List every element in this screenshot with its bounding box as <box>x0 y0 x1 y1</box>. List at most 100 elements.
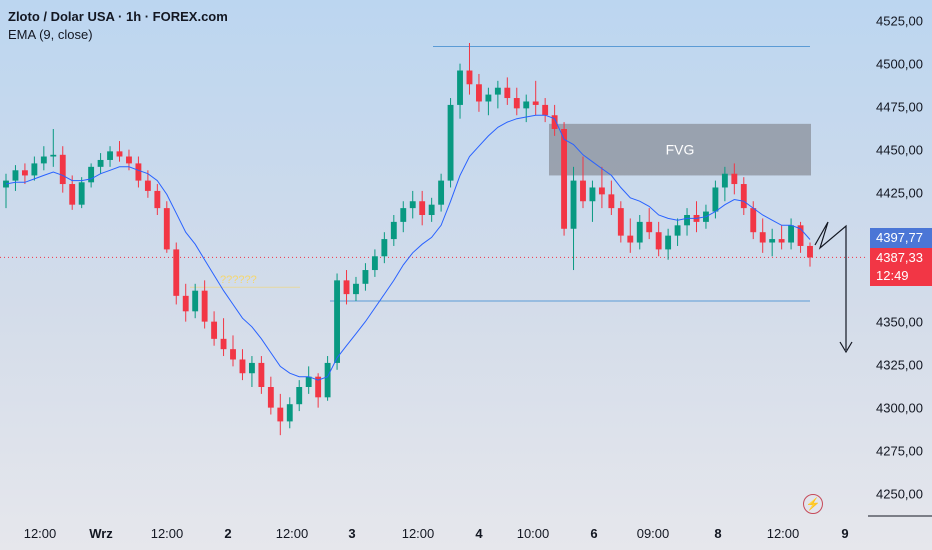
level-lines: ?????? <box>0 45 868 302</box>
candle-body <box>107 151 113 160</box>
projection-path <box>814 221 847 350</box>
time-tick-label: 12:00 <box>402 526 435 541</box>
fvg-zone: FVG <box>549 123 811 176</box>
candle-body <box>646 221 653 233</box>
candle-body <box>362 270 369 284</box>
candle-body <box>627 235 634 243</box>
last-price-value: 4387,33 <box>876 250 923 265</box>
candle-body <box>419 201 426 215</box>
candle-body <box>163 208 170 250</box>
candle-body <box>277 407 284 422</box>
candle-body <box>731 173 738 185</box>
candle-body <box>457 70 463 105</box>
fvg-box <box>549 123 811 176</box>
candle-body <box>220 338 227 350</box>
price-tick-label: 4300,00 <box>876 401 923 416</box>
symbol-title: Zloto / Dolar USA · 1h · FOREX.com <box>8 9 228 24</box>
candle-body <box>40 156 47 164</box>
candle-body <box>740 184 747 209</box>
candle-body <box>286 404 293 422</box>
price-tick-label: 4475,00 <box>876 100 923 115</box>
time-axis[interactable]: 12:00 Wrz 12:00 2 12:00 3 12:00 4 10:00 6 09:00 8 12… <box>24 526 849 541</box>
time-tick-label: 12:00 <box>276 526 309 541</box>
candle-body <box>580 180 586 202</box>
candle-body <box>88 166 95 183</box>
candle-body <box>523 101 530 109</box>
candle-body <box>192 290 199 312</box>
candle-body <box>485 94 492 102</box>
candle-body <box>31 163 38 176</box>
candle-body <box>135 163 142 181</box>
candle-body <box>3 180 9 188</box>
candle-body <box>230 349 236 360</box>
candlesticks <box>3 43 813 436</box>
candle-body <box>721 173 728 188</box>
candle-body <box>239 359 246 374</box>
candle-body <box>258 362 265 387</box>
candle-body <box>400 208 407 222</box>
candle-body <box>494 87 501 95</box>
candle-body <box>447 104 454 181</box>
price-tick-label: 4500,00 <box>876 57 923 72</box>
candle-body <box>598 187 605 195</box>
candle-body <box>617 208 624 236</box>
candle-body <box>126 156 132 164</box>
candle-body <box>759 232 766 243</box>
candle-body <box>589 187 596 202</box>
candle-body <box>381 239 388 257</box>
candle-body <box>371 256 378 271</box>
candle-body <box>201 290 208 322</box>
candle-body <box>684 215 690 226</box>
time-tick-label: 12:00 <box>151 526 184 541</box>
candle-body <box>296 387 303 405</box>
time-tick-label: 09:00 <box>637 526 670 541</box>
candle-body <box>513 98 520 109</box>
time-tick-label: 12:00 <box>767 526 800 541</box>
candle-body <box>334 280 340 363</box>
price-tick-label: 4450,00 <box>876 143 923 158</box>
indicator-label: EMA (9, close) <box>8 27 93 42</box>
candle-body <box>570 180 577 229</box>
candle-body <box>154 190 161 209</box>
price-tick-label: 4250,00 <box>876 487 923 502</box>
candle-body <box>712 187 719 212</box>
candle-body <box>267 387 274 408</box>
candle-body <box>343 280 350 295</box>
price-tick-label: 4525,00 <box>876 14 923 29</box>
lightning-alert-icon[interactable]: ⚡ <box>803 494 823 514</box>
last-price-tag: 4387,33 12:49 <box>870 248 932 286</box>
candle-body <box>324 362 331 398</box>
time-tick-label: 6 <box>590 526 597 541</box>
candle-body <box>69 184 76 205</box>
candle-body <box>97 159 104 167</box>
candle-body <box>438 180 445 205</box>
time-tick-label: 2 <box>224 526 231 541</box>
chart-legend: Zloto / Dolar USA · 1h · FOREX.com EMA (… <box>8 8 228 44</box>
projection-arrowhead <box>839 341 853 354</box>
fvg-label: FVG <box>666 142 695 158</box>
candle-body <box>144 180 151 191</box>
candle-body <box>182 295 189 312</box>
candle-body <box>12 170 19 181</box>
candle-body <box>50 154 57 157</box>
candle-body <box>390 221 397 240</box>
price-tick-label: 4425,00 <box>876 186 923 201</box>
candle-body <box>409 201 416 209</box>
candle-body <box>797 225 804 246</box>
time-tick-label: 12:00 <box>24 526 57 541</box>
candle-body <box>655 232 662 250</box>
time-tick-label: 8 <box>714 526 721 541</box>
candle-body <box>750 208 757 233</box>
projection-drawing <box>814 221 853 354</box>
candle-body <box>636 221 643 243</box>
candle-body <box>674 225 681 236</box>
candle-body <box>353 283 359 295</box>
candle-body <box>476 84 482 102</box>
candle-body <box>608 194 615 209</box>
candle-body <box>532 101 539 105</box>
ema-line <box>5 114 811 381</box>
bar-countdown: 12:49 <box>876 268 909 283</box>
time-tick-label: 9 <box>841 526 848 541</box>
candle-body <box>504 87 511 99</box>
